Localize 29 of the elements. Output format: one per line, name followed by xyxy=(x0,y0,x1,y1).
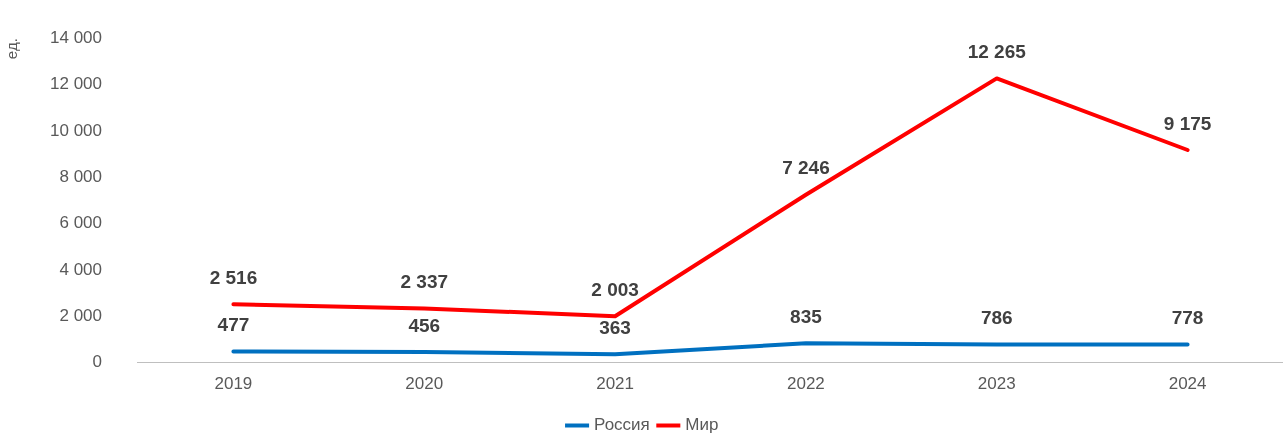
x-tick-label: 2023 xyxy=(977,374,1016,394)
y-tick-label: 12 000 xyxy=(50,74,102,94)
data-label: 363 xyxy=(599,316,631,338)
x-tick-label: 2021 xyxy=(596,374,634,394)
data-label: 12 265 xyxy=(967,41,1027,63)
y-tick-label: 6 000 xyxy=(59,213,102,233)
y-tick-label: 14 000 xyxy=(50,27,102,47)
data-label: 2 337 xyxy=(400,271,449,293)
y-tick-label: 4 000 xyxy=(59,259,102,279)
data-label: 9 175 xyxy=(1163,112,1212,134)
y-tick-label: 10 000 xyxy=(50,120,102,140)
y-tick-label: 2 000 xyxy=(59,305,102,325)
data-label: 835 xyxy=(790,305,823,327)
x-tick-label: 2019 xyxy=(214,374,253,394)
x-tick-label: 2024 xyxy=(1168,374,1207,394)
y-tick-label: 0 xyxy=(92,352,102,372)
legend-label: Мир xyxy=(685,415,719,435)
legend-label: Россия xyxy=(594,415,650,435)
data-label: 786 xyxy=(980,307,1013,329)
y-axis-title: ед. xyxy=(3,38,21,60)
y-tick-label: 8 000 xyxy=(59,166,102,186)
data-label: 477 xyxy=(217,314,250,336)
data-label: 2 516 xyxy=(209,267,258,289)
x-tick-label: 2020 xyxy=(405,374,444,394)
data-label: 778 xyxy=(1171,307,1204,329)
data-label: 2 003 xyxy=(591,278,639,300)
data-label: 456 xyxy=(408,314,441,336)
data-label: 7 246 xyxy=(782,157,830,179)
x-tick-label: 2022 xyxy=(787,374,825,394)
